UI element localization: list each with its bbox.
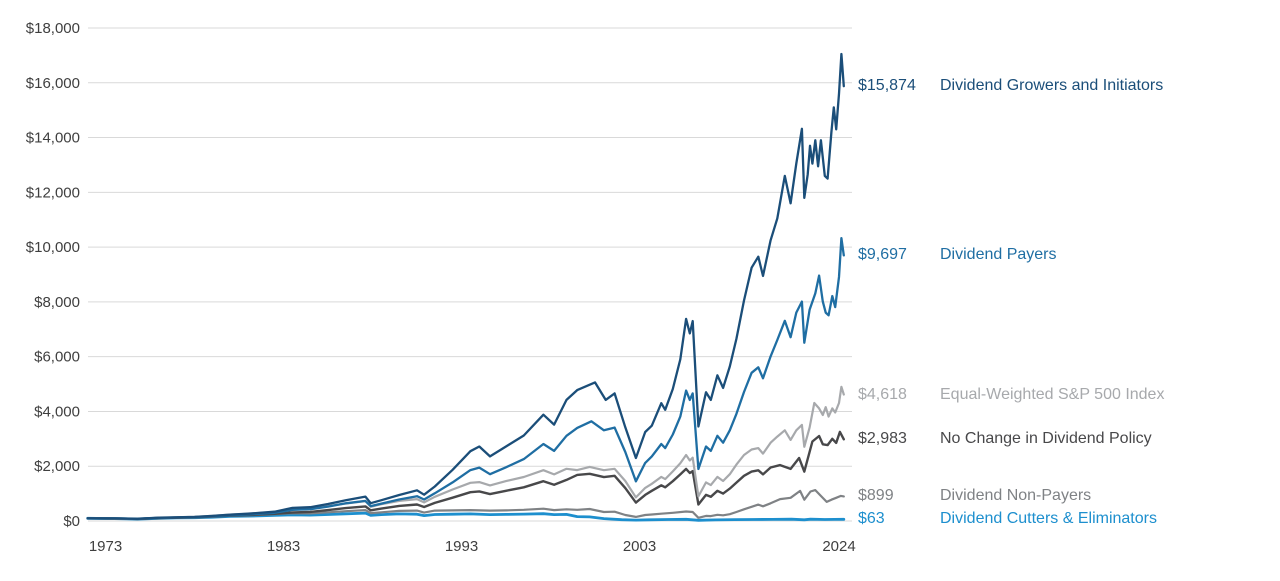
- series-label-dividend-payers: $9,697 Dividend Payers: [858, 243, 1057, 267]
- series-line-dividend-payers: [86, 236, 845, 520]
- y-axis-tick-label: $16,000: [26, 75, 80, 92]
- series-end-value: $2,983: [858, 430, 907, 448]
- y-axis-tick-label: $4,000: [34, 403, 80, 420]
- series-end-value: $899: [858, 487, 894, 505]
- series-end-value: $4,618: [858, 385, 907, 403]
- y-axis-tick-label: $0: [63, 513, 80, 530]
- x-axis-tick-label: 1983: [267, 538, 300, 555]
- series-end-value: $9,697: [858, 246, 907, 264]
- x-axis-tick-label: 2024: [822, 538, 855, 555]
- series-label-equal-weighted-sp-500-index: $4,618 Equal-Weighted S&P 500 Index: [858, 383, 1164, 407]
- series-name: Dividend Payers: [940, 246, 1057, 264]
- series-label-dividend-growers-and-initiators: $15,874 Dividend Growers and Initiators: [858, 74, 1163, 98]
- series-line-equal-weighted-sp-500-index: [86, 385, 845, 520]
- y-axis-tick-label: $8,000: [34, 294, 80, 311]
- series-label-dividend-non-payers: $899 Dividend Non-Payers: [858, 484, 1091, 508]
- y-axis-tick-label: $10,000: [26, 239, 80, 256]
- x-axis-tick-label: 1973: [89, 538, 122, 555]
- series-end-value: $15,874: [858, 77, 916, 95]
- series-name: Dividend Non-Payers: [940, 487, 1092, 505]
- series-name: Dividend Cutters & Eliminators: [940, 510, 1157, 528]
- x-axis-tick-label: 1993: [445, 538, 478, 555]
- series-line-dividend-growers-and-initiators: [86, 52, 845, 520]
- series-name: No Change in Dividend Policy: [940, 430, 1152, 448]
- series-line-no-change-in-dividend-policy: [86, 430, 845, 521]
- y-axis-tick-label: $6,000: [34, 349, 80, 366]
- y-axis-tick-label: $12,000: [26, 184, 80, 201]
- series-label-dividend-cutters-and-eliminators: $63 Dividend Cutters & Eliminators: [858, 507, 1157, 531]
- series-name: Equal-Weighted S&P 500 Index: [940, 385, 1165, 403]
- x-axis-tick-label: 2003: [623, 538, 656, 555]
- series-label-no-change-in-dividend-policy: $2,983 No Change in Dividend Policy: [858, 427, 1152, 451]
- y-axis-tick-label: $18,000: [26, 20, 80, 37]
- series-name: Dividend Growers and Initiators: [940, 77, 1164, 95]
- y-axis-tick-label: $2,000: [34, 458, 80, 475]
- y-axis-tick-label: $14,000: [26, 130, 80, 147]
- series-end-value: $63: [858, 510, 885, 528]
